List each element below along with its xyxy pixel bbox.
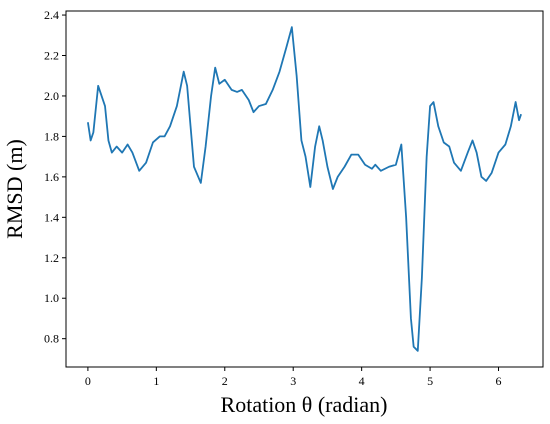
y-tick-label: 1.0: [44, 291, 59, 305]
y-tick-label: 0.8: [44, 332, 59, 346]
y-tick-label: 1.4: [44, 210, 59, 224]
x-tick-label: 0: [85, 374, 91, 388]
y-tick-label: 2.2: [44, 49, 59, 63]
x-tick-label: 3: [290, 374, 296, 388]
x-tick-label: 2: [222, 374, 228, 388]
x-tick-label: 1: [153, 374, 159, 388]
x-axis-label: Rotation θ (radian): [221, 392, 388, 417]
plot-frame: [65, 10, 544, 368]
x-tick-label: 5: [427, 374, 433, 388]
x-tick-label: 4: [359, 374, 365, 388]
x-tick-label: 6: [496, 374, 502, 388]
data-line: [87, 26, 522, 352]
y-tick-label: 2.0: [44, 89, 59, 103]
y-tick-label: 1.6: [44, 170, 59, 184]
y-tick-label: 2.4: [44, 8, 59, 22]
y-tick-label: 1.2: [44, 251, 59, 265]
y-axis-label: RMSD (m): [2, 139, 27, 239]
y-tick-label: 1.8: [44, 129, 59, 143]
